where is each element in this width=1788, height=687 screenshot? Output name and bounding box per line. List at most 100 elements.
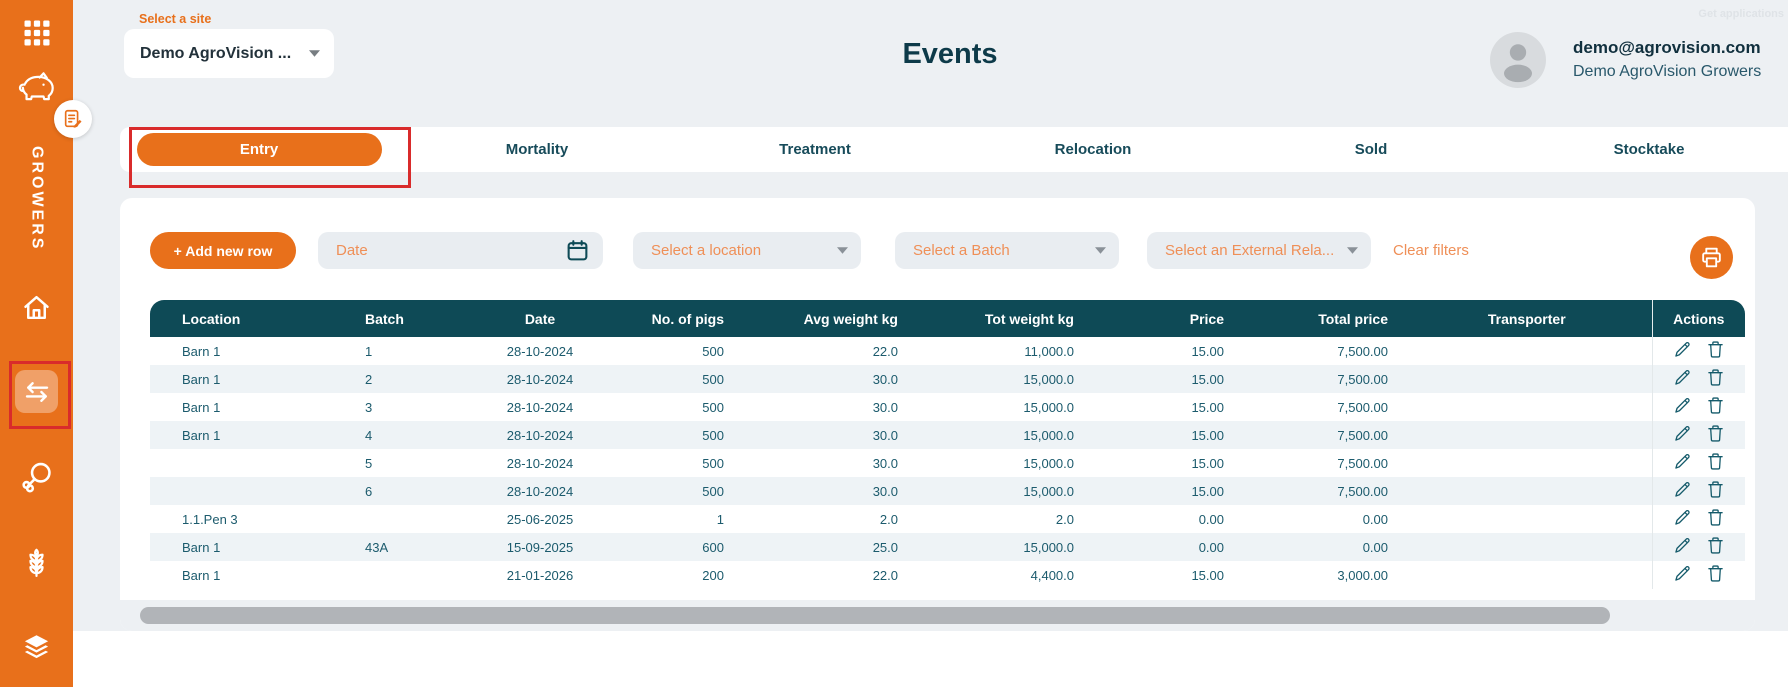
sidebar-item-meat[interactable] [0,458,73,498]
notes-badge[interactable] [54,100,92,138]
edit-row-button[interactable] [1666,423,1699,447]
delete-row-button[interactable] [1699,395,1732,419]
layers-icon [24,634,49,658]
table-cell: Barn 1 [182,343,221,359]
edit-row-button[interactable] [1666,479,1699,503]
column-header: Batch [340,300,470,337]
table-cell: 500 [702,343,724,359]
print-button[interactable] [1690,236,1733,279]
table-cell: 7,500.00 [1337,427,1388,443]
external-relation-filter-select[interactable]: Select an External Rela... [1147,232,1371,269]
edit-row-button[interactable] [1666,535,1699,559]
table-row: 5 28-10-2024 500 30.0 15,000.0 15.00 7,500.00 [150,449,1745,477]
delete-row-button[interactable] [1699,479,1732,503]
table-row: Barn 1 21-01-2026 200 22.0 4,400.0 15.00 3,000… [150,561,1745,589]
table-cell: Barn 1 [182,539,221,555]
drumstick-icon [21,462,51,493]
delete-row-button[interactable] [1699,451,1732,475]
sidebar-item-pigs[interactable] [0,66,73,110]
edit-icon [1675,482,1690,497]
table-cell: 7,500.00 [1337,455,1388,471]
delete-row-button[interactable] [1699,339,1732,363]
table-cell: 15.00 [1191,343,1224,359]
table-cell [150,449,340,477]
get-applications-link[interactable]: Get applications [1698,8,1784,20]
row-actions [1651,449,1745,477]
delete-row-button[interactable] [1699,563,1732,587]
delete-icon [1708,481,1723,498]
events-card [120,198,1755,631]
delete-row-button[interactable] [1699,367,1732,391]
edit-row-button[interactable] [1666,451,1699,475]
table-cell: 500 [702,399,724,415]
printer-icon [1702,247,1721,268]
table-cell: 28-10-2024 [506,399,574,415]
exchange-icon [25,381,48,402]
add-new-row-button[interactable]: + Add new row [150,232,296,269]
sidebar-item-apps[interactable] [0,16,73,50]
sidebar-item-crops[interactable] [0,544,73,582]
tab-entry[interactable]: Entry [120,127,398,172]
sidebar-brand: GROWERS [0,146,73,256]
batch-filter-select[interactable]: Select a Batch [895,232,1119,269]
delete-row-button[interactable] [1699,507,1732,531]
wheat-icon [29,548,44,577]
table-cell: 7,500.00 [1337,343,1388,359]
table-cell [150,477,340,505]
table-cell: 5 [365,455,373,471]
edit-row-button[interactable] [1666,339,1699,363]
edit-row-button[interactable] [1666,367,1699,391]
table-cell [1402,505,1652,533]
sidebar-item-home[interactable] [0,288,73,326]
avatar[interactable] [1490,32,1546,93]
horizontal-scrollbar-thumb[interactable] [140,607,1610,624]
tab-mortality[interactable]: Mortality [505,141,569,158]
site-selector[interactable]: Demo AgroVision ... [124,29,334,78]
table-cell: 28-10-2024 [506,343,574,359]
delete-row-button[interactable] [1699,423,1732,447]
column-header: Price [1090,300,1238,337]
table-cell: 15,000.0 [1023,455,1074,471]
edit-icon [1675,510,1690,525]
tab-treatment[interactable]: Treatment [779,141,851,158]
table-cell: 25.0 [872,539,898,555]
table-cell: 1.1.Pen 3 [182,511,238,527]
edit-row-button[interactable] [1666,563,1699,587]
sidebar-item-layers[interactable] [0,630,73,664]
edit-row-button[interactable] [1666,395,1699,419]
chevron-down-icon [1095,247,1106,254]
chevron-down-icon [837,247,848,254]
edit-icon [1675,538,1690,553]
date-filter-input[interactable]: Date [318,232,603,269]
pig-icon [18,72,54,101]
site-selector-value: Demo AgroVision ... [140,44,292,62]
location-filter-select[interactable]: Select a location [633,232,861,269]
grid-icon [24,20,49,46]
column-header: Avg weight kg [738,300,912,337]
table-cell: 15.00 [1191,455,1224,471]
horizontal-scrollbar-track [120,600,1755,631]
table-row: 6 28-10-2024 500 30.0 15,000.0 15.00 7,500.00 [150,477,1745,505]
sidebar-item-events[interactable] [15,370,58,413]
table-cell: 21-01-2026 [506,567,574,583]
tab-relocation[interactable]: Relocation [1054,141,1132,158]
table-cell: 11,000.0 [1024,343,1074,359]
table-cell: 2.0 [1055,511,1074,527]
table-cell: 15.00 [1191,567,1224,583]
table-cell: 2.0 [879,511,898,527]
tab-sold[interactable]: Sold [1354,141,1388,158]
external-relation-placeholder: Select an External Rela... [1165,242,1335,259]
table-cell: 15.00 [1191,371,1224,387]
row-actions [1651,337,1745,365]
table-cell: 1 [716,511,724,527]
clear-filters-link[interactable]: Clear filters [1393,242,1469,259]
edit-row-button[interactable] [1666,507,1699,531]
edit-icon [1675,370,1690,385]
table-cell: 600 [702,539,724,555]
table-cell: 15.00 [1191,483,1224,499]
delete-row-button[interactable] [1699,535,1732,559]
site-selector-label: Select a site [139,12,212,26]
table-cell: Barn 1 [182,371,221,387]
tab-stocktake[interactable]: Stocktake [1613,141,1685,158]
table-cell: 4 [365,427,373,443]
